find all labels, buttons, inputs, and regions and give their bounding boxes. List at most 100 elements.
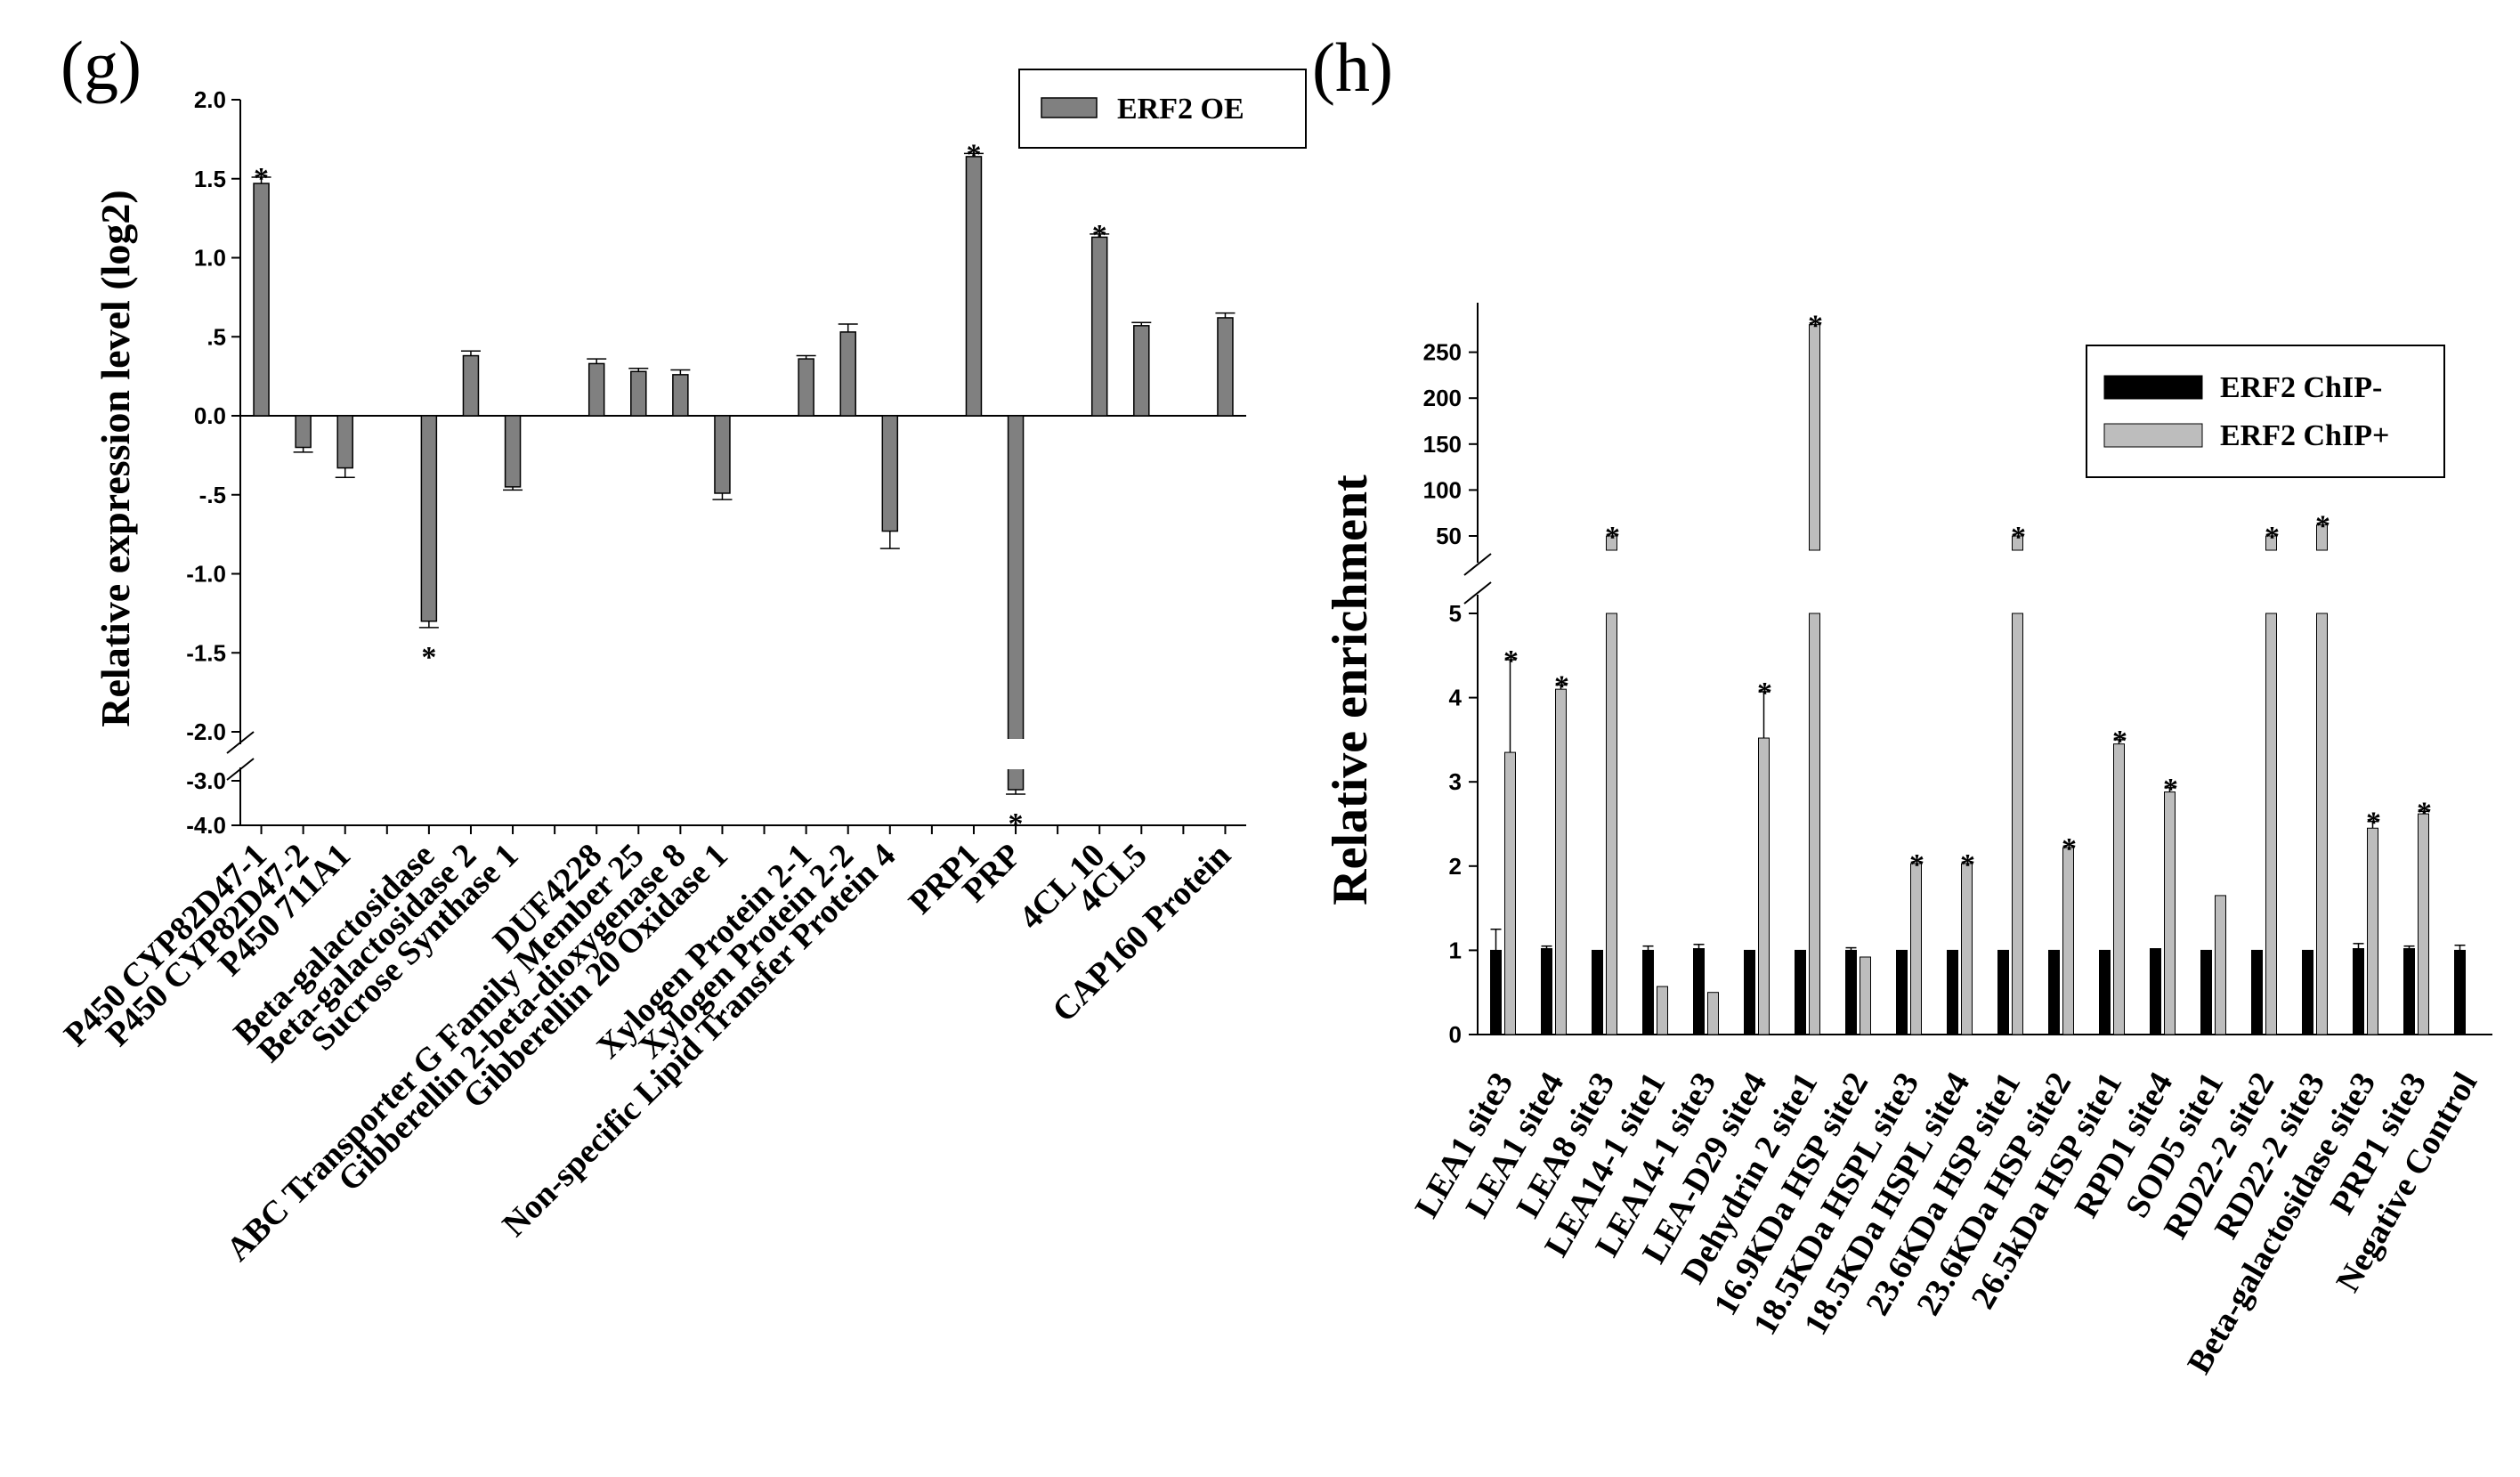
bar-p450-cyp82d47-1 [253, 183, 270, 417]
bar-chip-neg-26-5kda-hsp-site1 [2099, 949, 2111, 1035]
bar-chip-pos-lea1-site3 [1504, 751, 1516, 1035]
bar-prp [1007, 415, 1025, 791]
legend-swatch-chip-neg [2103, 375, 2203, 400]
bar-chip-neg-lea14-1-site1 [1642, 949, 1654, 1035]
bar-chip-pos-dehydrin-2-site1-upper [1809, 324, 1820, 551]
bar-chip-neg-lea14-1-site3 [1693, 948, 1705, 1035]
significance-star-h: * [1554, 670, 1569, 702]
legend-swatch-erf2-oe [1041, 97, 1098, 118]
bar-chip-pos-23-6kda-hsp-site2 [2062, 847, 2074, 1035]
bar-beta-galactosidase [420, 415, 438, 622]
legend-g: ERF2 OE [1018, 69, 1307, 149]
bar-4cl5 [1133, 325, 1150, 417]
y-tick-label-g: -4.0 [186, 812, 226, 839]
bar-prp1 [965, 156, 983, 417]
y-tick-label-g: -2.0 [186, 718, 226, 745]
y-tick-label-h: 100 [1423, 476, 1462, 503]
significance-star-h: * [2366, 807, 2381, 840]
bar-chip-pos-dehydrin-2-site1-lower [1809, 613, 1820, 1035]
bar-4cl-10 [1090, 236, 1108, 417]
bar-break-gap-prp [1001, 739, 1031, 769]
significance-star-h: * [2163, 773, 2178, 806]
axis-break-mark-upper-g [226, 731, 255, 754]
bar-chip-pos-26-5kda-hsp-site1 [2113, 743, 2125, 1035]
legend-label-chip-neg: ERF2 ChIP- [2220, 371, 2382, 404]
y-tick-label-h: 0 [1449, 1021, 1462, 1048]
bar-chip-neg-lea1-site3 [1490, 949, 1502, 1035]
significance-star-h: * [2417, 796, 2432, 829]
bar-xylogen-protein-2-2 [839, 331, 856, 417]
bar-abc-transporter-g-family-member-25 [630, 370, 647, 417]
bar-chip-pos-rd22-2-site2-lower [2265, 613, 2277, 1035]
y-tick-label-g: 1.5 [194, 166, 226, 192]
bar-chip-pos-lea14-1-site1 [1657, 986, 1668, 1035]
significance-star-h: * [2265, 521, 2280, 554]
bar-chip-neg-lea8-site3 [1592, 949, 1603, 1035]
bar-chip-neg-18-5kda-hspl-site3 [1896, 949, 1908, 1035]
bar-chip-pos-lea-d29-site4 [1758, 737, 1770, 1035]
bar-chip-neg-lea1-site4 [1541, 948, 1552, 1035]
bar-chip-pos-rd22-2-site3-lower [2316, 613, 2328, 1035]
axis-break-mark-lower-g [226, 758, 255, 781]
y-tick-label-g: .5 [207, 323, 226, 350]
bar-chip-pos-18-5kda-hspl-site3 [1910, 863, 1922, 1035]
bar-chip-neg-23-6kda-hsp-site2 [2048, 949, 2060, 1035]
y-tick-label-g: 0.0 [194, 402, 226, 429]
significance-star-h: * [1605, 521, 1620, 554]
significance-star-h: * [2011, 521, 2026, 554]
y-tick-label-h: 4 [1449, 685, 1463, 711]
legend-label-erf2-oe: ERF2 OE [1117, 93, 1244, 126]
bar-chip-pos-16-9kda-hsp-site2 [1860, 956, 1871, 1035]
legend-label-chip-pos: ERF2 ChIP+ [2220, 419, 2389, 452]
bar-duf4228 [587, 362, 605, 417]
bar-chip-neg-dehydrin-2-site1 [1795, 949, 1806, 1035]
significance-star-g: * [421, 641, 436, 674]
bar-chip-pos-lea1-site4 [1555, 688, 1567, 1035]
bar-chip-neg-rd22-2-site3 [2302, 949, 2313, 1035]
y-tick-label-g: -3.0 [186, 767, 226, 794]
significance-star-h: * [2315, 510, 2330, 543]
significance-star-g: * [1092, 219, 1107, 252]
bar-chip-neg-beta-galactosidase-site3 [2353, 948, 2364, 1035]
y-tick-label-h: 1 [1449, 937, 1462, 963]
bar-chip-neg-negative-control [2454, 949, 2466, 1035]
significance-star-g: * [966, 138, 981, 171]
y-tick-label-g: -1.0 [186, 561, 226, 588]
panel-label-h: (h) [1312, 28, 1393, 106]
bar-gibberellin-20-oxidase-1 [714, 415, 731, 494]
significance-star-g: * [254, 162, 269, 195]
y-axis-label-h: Relative enrichment [1323, 475, 1378, 905]
bar-chip-neg-prp1-site3 [2403, 948, 2415, 1035]
bar-beta-galactosidase-2 [462, 354, 480, 417]
significance-star-h: * [1960, 848, 1975, 881]
bar-p450-cyp82d47-2 [295, 415, 312, 449]
bar-chip-pos-rd22-2-site2-upper [2265, 535, 2277, 551]
significance-star-h: * [1909, 848, 1924, 881]
y-tick-label-h: 2 [1449, 853, 1462, 880]
bar-chip-pos-18-5kda-hspl-site4 [1961, 863, 1973, 1035]
bar-chip-pos-rpd1-site4 [2164, 791, 2176, 1035]
y-tick-label-g: 1.0 [194, 245, 226, 272]
significance-star-h: * [2062, 832, 2077, 865]
bar-cap160-protein [1217, 317, 1234, 417]
significance-star-h: * [1808, 310, 1823, 343]
legend-swatch-chip-pos [2103, 423, 2203, 448]
bar-sucrose-synthase-1 [504, 415, 522, 488]
significance-star-g: * [1009, 807, 1024, 840]
bar-xylogen-protein-2-1 [798, 358, 814, 417]
axis-break-mark-upper-h [1463, 553, 1492, 576]
bar-chip-pos-lea14-1-site3 [1707, 992, 1719, 1035]
bar-chip-pos-23-6kda-hsp-site1-upper [2012, 535, 2023, 551]
y-tick-label-h: 150 [1423, 431, 1462, 458]
bar-chip-neg-rd22-2-site2 [2251, 949, 2263, 1035]
y-tick-label-g: -.5 [199, 482, 226, 508]
axis-break-mark-lower-h [1463, 581, 1492, 605]
y-tick-label-h: 200 [1423, 385, 1462, 411]
bar-chip-neg-16-9kda-hsp-site2 [1845, 949, 1857, 1035]
panel-h-enrichment-chart: (h) Relative enrichment 0 1 2 3 4 5 50 100 150 200 2… [1312, 28, 2492, 1380]
bar-chip-pos-lea8-site3-upper [1606, 535, 1617, 551]
significance-star-h: * [1757, 677, 1772, 710]
bar-non-specific-lipid-transfer-protein-4 [881, 415, 899, 532]
y-tick-label-g: -1.5 [186, 639, 226, 666]
significance-star-h: * [2112, 725, 2127, 758]
